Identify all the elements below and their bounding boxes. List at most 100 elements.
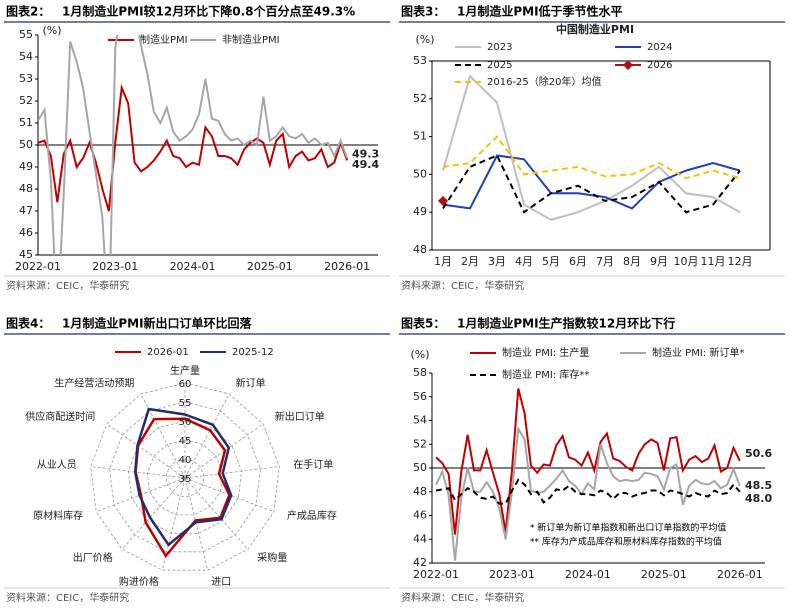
chart-label: 图表4： <box>6 316 50 331</box>
x-tick-label: 8月 <box>623 255 641 268</box>
y-tick-label: 53 <box>413 54 427 67</box>
series-line <box>442 135 741 180</box>
axis-label: 进口 <box>211 576 231 588</box>
x-tick-label: 2022-01 <box>413 568 459 581</box>
source: 资料来源：CEIC，华泰研究 <box>401 591 524 604</box>
legend-label: 2016-25（除20年）均值 <box>487 75 602 88</box>
y-tick-label: 48 <box>19 182 33 195</box>
legend-label: 2026 <box>647 60 672 71</box>
spoke <box>121 477 186 550</box>
x-tick-label: 5月 <box>542 255 560 268</box>
legend-label: 2024 <box>647 42 672 53</box>
legend-label: 2025-12 <box>232 347 274 358</box>
x-tick-label: 9月 <box>650 255 668 268</box>
spoke <box>184 466 280 479</box>
spoke <box>90 466 186 479</box>
y-tick-label: 47 <box>19 204 33 217</box>
note: ** 库存为产成品库存和原材料库存指数的平均值 <box>530 536 722 548</box>
series-line <box>435 388 741 535</box>
x-tick-label: 2024-01 <box>170 260 216 273</box>
series-polygon <box>133 407 233 547</box>
series-line <box>435 425 741 561</box>
unit-label: (%) <box>410 348 429 361</box>
x-tick-label: 2023-01 <box>489 568 535 581</box>
x-tick-label: 2月 <box>461 255 479 268</box>
axis-label: 供应商配送时间 <box>25 410 95 423</box>
axis-label: 生产量 <box>170 364 200 377</box>
note: * 新订单为新订单指数和新出口订单指数的平均值 <box>530 522 726 534</box>
chart-title: 1月制造业PMI较12月环比下降0.8个百分点至49.3% <box>62 4 355 19</box>
y-tick-label: 46 <box>19 226 33 239</box>
chart-title: 1月制造业PMI生产指数较12月环比下行 <box>457 316 675 331</box>
x-tick-label: 3月 <box>488 255 506 268</box>
end-label: 48.0 <box>745 492 772 505</box>
end-label: 49.4 <box>352 158 379 171</box>
y-tick-label: 48 <box>413 243 427 256</box>
x-tick-label: 12月 <box>728 255 753 268</box>
spoke <box>184 477 249 550</box>
y-tick-label: 42 <box>413 556 427 569</box>
source: 资料来源：CEIC，华泰研究 <box>6 279 129 292</box>
source: 资料来源：CEIC，华泰研究 <box>401 279 524 292</box>
chart-title: 1月制造业PMI低于季节性水平 <box>457 4 623 19</box>
axis-label: 从业人员 <box>37 459 77 471</box>
unit-label: (%) <box>415 33 434 46</box>
chart-label: 图表3： <box>401 4 445 19</box>
end-label: 48.5 <box>745 479 772 492</box>
grid-ring <box>90 382 280 571</box>
spoke <box>106 423 186 479</box>
y-tick-label: 50 <box>413 461 427 474</box>
y-tick-label: 51 <box>413 130 427 143</box>
y-tick-label: 54 <box>413 414 427 427</box>
grid-ring <box>146 439 224 516</box>
y-tick-label: 48 <box>413 485 427 498</box>
y-tick-label: 45 <box>19 248 33 261</box>
y-tick-label: 49 <box>413 205 427 218</box>
r-tick-label: 40 <box>179 455 192 466</box>
y-tick-label: 53 <box>19 72 33 85</box>
x-tick-label: 1月 <box>434 255 452 268</box>
legend-label: 非制造业PMI <box>222 33 280 46</box>
source: 资料来源：CEIC，华泰研究 <box>6 591 129 604</box>
y-tick-label: 54 <box>19 50 33 63</box>
y-tick-label: 51 <box>19 116 33 129</box>
series-line <box>38 83 349 212</box>
y-tick-label: 55 <box>19 28 33 41</box>
subtitle: 中国制造业PMI <box>556 22 634 36</box>
x-tick-label: 11月 <box>701 255 726 268</box>
spoke <box>161 477 186 571</box>
x-tick-label: 2023-01 <box>92 260 138 273</box>
r-tick-label: 45 <box>179 436 192 447</box>
legend-label: 制造业 PMI: 生产量 <box>502 346 589 359</box>
x-tick-label: 2026-01 <box>324 260 370 273</box>
spoke <box>184 477 209 571</box>
y-tick-label: 58 <box>413 366 427 379</box>
legend-label: 制造业PMI <box>140 33 188 46</box>
chart-title: 1月制造业PMI新出口订单环比回落 <box>62 316 253 331</box>
axis-label: 出厂价格 <box>73 551 113 564</box>
legend-label: 2026-01 <box>147 347 189 358</box>
chart-label: 图表5： <box>401 316 445 331</box>
spoke <box>184 393 230 479</box>
y-tick-label: 52 <box>413 92 427 105</box>
axis-label: 原材料库存 <box>33 509 83 522</box>
x-tick-label: 2022-01 <box>15 260 61 273</box>
series-line <box>442 154 741 214</box>
point-marker <box>438 195 448 206</box>
x-tick-label: 2024-01 <box>565 568 611 581</box>
y-tick-label: 50 <box>413 167 427 180</box>
end-label: 50.6 <box>745 447 772 460</box>
x-tick-label: 6月 <box>569 255 587 268</box>
axis-label: 新订单 <box>236 376 266 389</box>
series-line <box>442 74 741 221</box>
legend-label: 制造业 PMI: 新订单* <box>652 346 744 359</box>
y-tick-label: 56 <box>413 390 427 403</box>
y-tick-label: 44 <box>413 532 427 545</box>
end-label: 49.3 <box>352 147 379 160</box>
y-tick-label: 50 <box>19 138 33 151</box>
x-tick-label: 2026-01 <box>717 568 763 581</box>
axis-label: 在手订单 <box>293 458 333 471</box>
y-tick-label: 49 <box>19 160 33 173</box>
legend-label: 2023 <box>487 42 512 53</box>
